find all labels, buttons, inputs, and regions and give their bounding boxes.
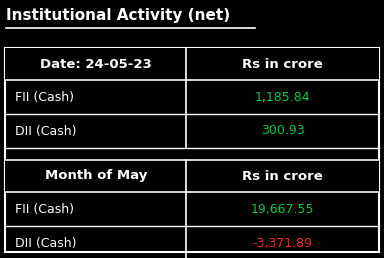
Bar: [186, 160, 379, 192]
Bar: [5, 48, 186, 80]
Bar: [186, 48, 379, 80]
Text: Rs in crore: Rs in crore: [242, 170, 323, 182]
Text: Month of May: Month of May: [45, 170, 147, 182]
Text: Rs in crore: Rs in crore: [242, 58, 323, 70]
Bar: [5, 160, 186, 192]
Text: Date: 24-05-23: Date: 24-05-23: [40, 58, 152, 70]
Text: 19,667.55: 19,667.55: [251, 203, 314, 215]
Bar: [5, 48, 379, 252]
Text: Institutional Activity (net): Institutional Activity (net): [6, 8, 230, 23]
Text: 300.93: 300.93: [261, 125, 305, 138]
Text: FII (Cash): FII (Cash): [15, 203, 74, 215]
Text: -3,371.89: -3,371.89: [253, 237, 313, 249]
Text: FII (Cash): FII (Cash): [15, 91, 74, 103]
Text: DII (Cash): DII (Cash): [15, 125, 76, 138]
Text: DII (Cash): DII (Cash): [15, 237, 76, 249]
Text: 1,185.84: 1,185.84: [255, 91, 311, 103]
